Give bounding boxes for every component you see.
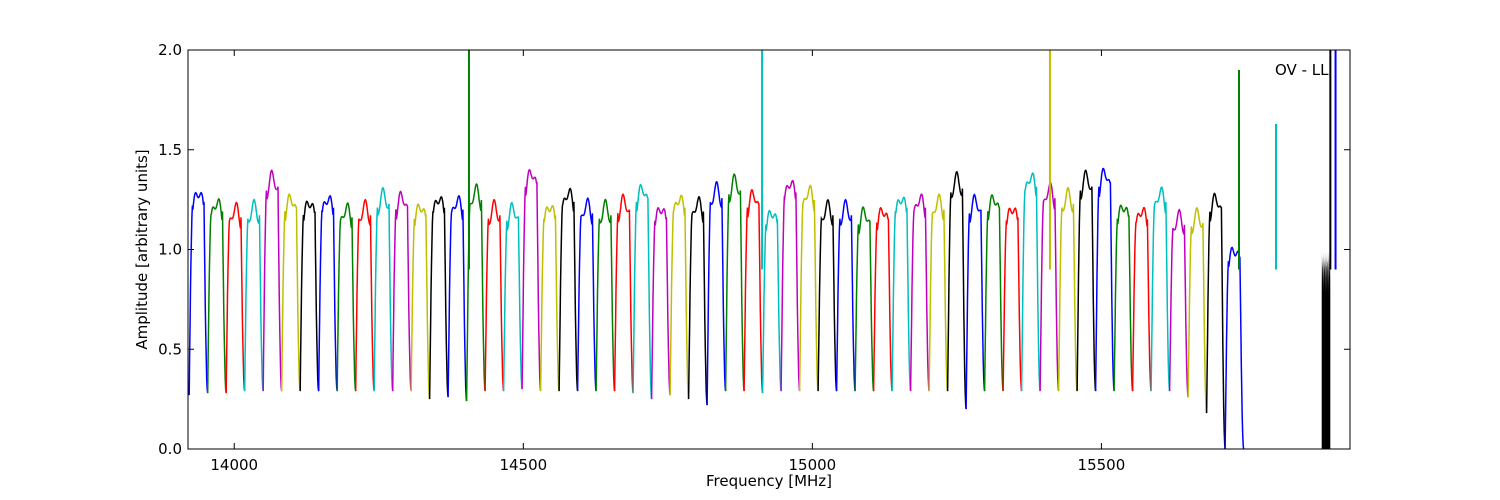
series-band-43 bbox=[965, 193, 986, 410]
series-band-54 bbox=[1168, 208, 1189, 398]
y-tick-label: 1.0 bbox=[158, 241, 182, 259]
series-band-32 bbox=[761, 209, 782, 394]
series-band-10 bbox=[354, 198, 375, 392]
series-band-49 bbox=[1076, 169, 1097, 392]
series-band-45 bbox=[1002, 207, 1023, 392]
y-tick-label: 0.5 bbox=[158, 340, 182, 358]
series-band-2 bbox=[206, 197, 227, 394]
x-tick-label: 14000 bbox=[210, 456, 258, 474]
series-band-27 bbox=[669, 194, 690, 400]
series-band-7 bbox=[299, 200, 320, 392]
series-band-29 bbox=[706, 181, 727, 406]
series-band-8 bbox=[317, 194, 338, 392]
series-band-57 bbox=[1224, 246, 1245, 449]
series-band-21 bbox=[558, 187, 579, 392]
series-band-51 bbox=[1113, 204, 1134, 392]
series-band-42 bbox=[946, 170, 967, 410]
series-band-22 bbox=[576, 197, 597, 392]
series-band-11 bbox=[373, 186, 394, 392]
series-band-46 bbox=[1020, 172, 1041, 392]
series-band-34 bbox=[798, 184, 819, 392]
plot-annotation: OV - LL bbox=[1275, 61, 1329, 79]
series-band-26 bbox=[650, 206, 671, 400]
series-band-6 bbox=[280, 193, 301, 392]
series-band-41 bbox=[928, 193, 949, 392]
y-tick-label: 0.0 bbox=[158, 440, 182, 458]
y-tick-label: 2.0 bbox=[158, 41, 182, 59]
series-band-4 bbox=[243, 198, 264, 392]
series-band-24 bbox=[613, 193, 634, 394]
series-band-19 bbox=[521, 168, 542, 392]
series-band-48 bbox=[1057, 186, 1078, 392]
x-tick-label: 15000 bbox=[788, 456, 836, 474]
series-band-37 bbox=[854, 206, 875, 392]
series-band-25 bbox=[632, 183, 653, 400]
series-band-52 bbox=[1131, 206, 1152, 392]
series-band-14 bbox=[428, 195, 449, 400]
series-band-36 bbox=[835, 198, 856, 392]
series-band-9 bbox=[336, 202, 357, 392]
series-band-1 bbox=[188, 191, 209, 396]
plot-series-group bbox=[188, 50, 1337, 449]
series-band-44 bbox=[983, 193, 1004, 392]
series-band-3 bbox=[225, 201, 246, 394]
x-tick-label: 15500 bbox=[1078, 456, 1126, 474]
series-band-15 bbox=[447, 194, 468, 402]
series-band-13 bbox=[410, 203, 431, 400]
series-band-39 bbox=[891, 196, 912, 392]
y-axis-label: Amplitude [arbitrary units] bbox=[133, 149, 151, 349]
series-band-40 bbox=[909, 193, 930, 392]
series-band-28 bbox=[687, 196, 708, 406]
series-band-17 bbox=[484, 198, 505, 392]
series-band-50 bbox=[1094, 167, 1115, 392]
y-axis: 0.0 0.5 1.0 1.5 2.0 bbox=[158, 41, 1350, 458]
series-band-30 bbox=[724, 173, 745, 392]
x-axis-label: Frequency [MHz] bbox=[706, 472, 832, 490]
series-band-23 bbox=[595, 198, 616, 392]
x-axis: 14000 14500 15000 15500 bbox=[210, 50, 1125, 474]
series-band-33 bbox=[780, 179, 801, 392]
series-band-35 bbox=[817, 198, 838, 392]
x-tick-label: 14500 bbox=[499, 456, 547, 474]
series-band-5 bbox=[262, 169, 283, 392]
series-band-56 bbox=[1205, 192, 1226, 449]
series-band-31 bbox=[743, 188, 764, 394]
noise-region bbox=[1321, 249, 1331, 449]
y-tick-label: 1.5 bbox=[158, 141, 182, 159]
plot-area-frame bbox=[187, 49, 1351, 450]
series-band-38 bbox=[872, 206, 893, 392]
series-band-55 bbox=[1187, 206, 1208, 414]
series-band-20 bbox=[539, 204, 560, 392]
series-band-53 bbox=[1150, 186, 1171, 392]
series-band-18 bbox=[502, 202, 523, 392]
series-band-12 bbox=[391, 190, 412, 392]
